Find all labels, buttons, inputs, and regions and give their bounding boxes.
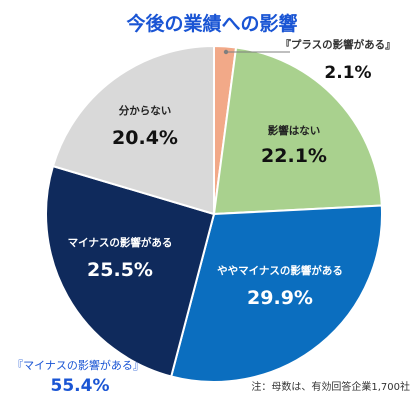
callout-dot	[223, 49, 229, 55]
slice-value-plus-impact: 2.1%	[324, 63, 371, 83]
slice-value-unknown: 20.4%	[112, 127, 178, 149]
pie-slice-minus-impact	[45, 164, 216, 378]
group-annotation-value: 55.4%	[51, 376, 110, 396]
chart-note: 注：母数は、有効回答企業1,700社	[251, 380, 410, 393]
slice-label-plus-impact: 『プラスの影響がある』	[280, 38, 395, 51]
slice-label-slight-minus-impact: ややマイナスの影響がある	[217, 264, 343, 277]
group-annotation-label: 『マイナスの影響がある』	[12, 358, 144, 372]
pie-slice-unknown	[51, 44, 215, 216]
chart-title: 今後の業績への影響	[125, 12, 297, 35]
slice-value-slight-minus-impact: 29.9%	[247, 287, 313, 309]
slice-value-minus-impact: 25.5%	[87, 259, 153, 281]
slice-value-no-impact: 22.1%	[261, 145, 327, 167]
slice-label-minus-impact: マイナスの影響がある	[68, 236, 173, 249]
pie-slice-slight-minus-impact	[169, 204, 383, 383]
slice-label-no-impact: 影響はない	[268, 124, 321, 137]
pie-slice-no-impact	[212, 46, 383, 216]
slice-label-unknown: 分からない	[119, 104, 172, 117]
